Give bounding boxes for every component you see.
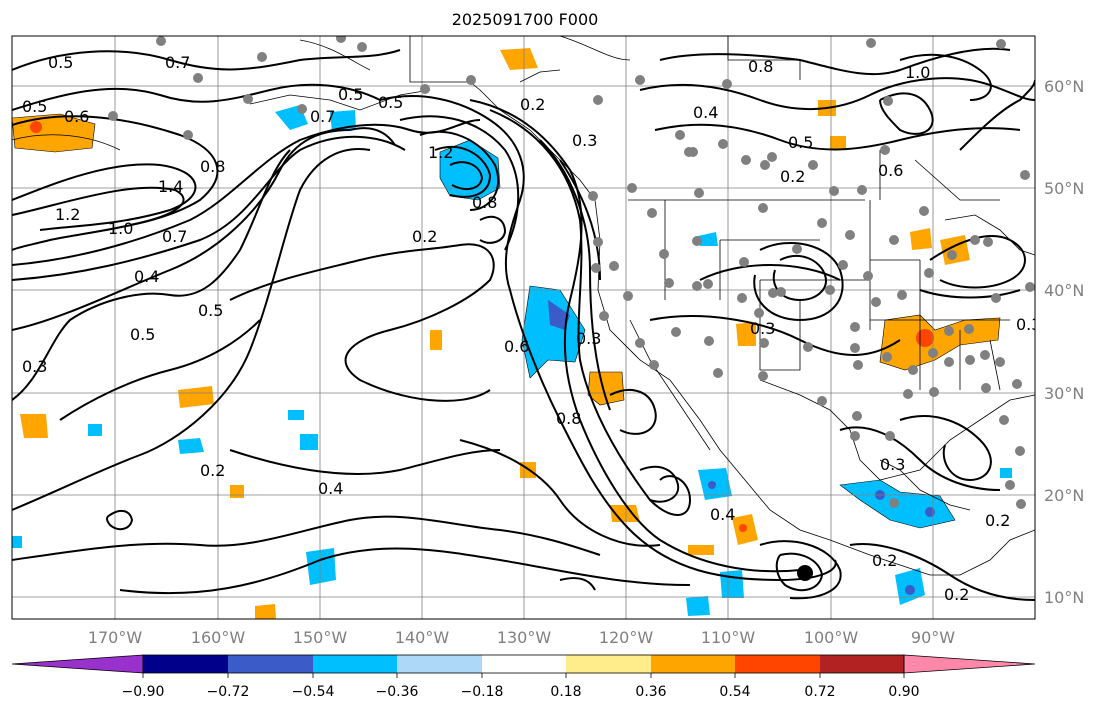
colorbar-bin	[735, 655, 820, 673]
lon-label: 100°W	[804, 628, 859, 647]
lon-label: 120°W	[599, 628, 654, 647]
contour-label: 0.8	[200, 157, 225, 176]
colorbar-bin	[482, 655, 566, 673]
colorbar-bin	[566, 655, 651, 673]
colorbar-min-arrow	[11, 654, 144, 674]
contour-label: 0.2	[780, 167, 805, 186]
contour-label: 0.3	[22, 357, 47, 376]
colorbar-bin	[651, 655, 735, 673]
lat-label: 60°N	[1044, 77, 1084, 96]
contour-label: 0.6	[504, 337, 529, 356]
map-area	[12, 36, 1035, 619]
colorbar-tick-label: 0.90	[888, 684, 919, 700]
lat-label: 40°N	[1044, 281, 1084, 300]
contour-label: 0.7	[310, 107, 335, 126]
colorbar-bin	[397, 655, 482, 673]
contour-label: 0.3	[1016, 315, 1041, 334]
lon-label: 160°W	[191, 628, 246, 647]
map-title: 2025091700 F000	[451, 10, 599, 29]
contour-label: 1.2	[428, 143, 453, 162]
thin-contours	[12, 36, 631, 151]
colorbar-bin	[228, 655, 313, 673]
contour-label: 0.7	[162, 227, 187, 246]
contour-label: 0.3	[880, 455, 905, 474]
colorbar-tick-label: −0.54	[292, 684, 335, 700]
map-frame	[11, 35, 1036, 620]
contour-label: 0.3	[572, 131, 597, 150]
colorbar-max-arrow	[903, 654, 1036, 674]
contour-label: 0.2	[985, 511, 1010, 530]
lon-label: 150°W	[293, 628, 348, 647]
contour-label-group: 0.5 0.7 0.5 0.6 0.8 1.4 1.2 1.0 0.7 0.4 …	[22, 53, 1041, 604]
contour-label: 1.2	[55, 205, 80, 224]
contour-label: 0.2	[200, 461, 225, 480]
lat-axis: 60°N 50°N 40°N 30°N 20°N 10°N	[1044, 77, 1084, 607]
contour-label: 0.4	[693, 103, 718, 122]
contour-label: 0.4	[134, 267, 159, 286]
colorbar-tick-label: −0.36	[376, 684, 419, 700]
contour-label: 0.7	[165, 53, 190, 72]
lat-label: 10°N	[1044, 588, 1084, 607]
contour-label: 0.2	[944, 585, 969, 604]
colorbar-tick-label: 0.36	[635, 684, 666, 700]
contour-label: 0.4	[710, 505, 735, 524]
contour-label: 0.5	[130, 325, 155, 344]
colorbar-tick-label: −0.72	[207, 684, 250, 700]
contour-label: 0.6	[878, 161, 903, 180]
contour-label: 1.4	[158, 177, 183, 196]
lon-label: 90°W	[911, 628, 955, 647]
colorbar-tick-label: 0.18	[550, 684, 581, 700]
lon-label: 130°W	[497, 628, 552, 647]
lon-axis: 170°W 160°W 150°W 140°W 130°W 120°W 110°…	[88, 628, 955, 647]
contour-label: 0.2	[872, 551, 897, 570]
station-dots	[108, 36, 1035, 509]
lat-label: 30°N	[1044, 384, 1084, 403]
contour-label: 0.4	[318, 479, 343, 498]
contour-label: 0.5	[378, 93, 403, 112]
colorbar-tick-label: −0.90	[122, 684, 165, 700]
contour-label: 0.8	[472, 193, 497, 212]
shaded-regions	[12, 48, 1012, 619]
lon-label: 140°W	[395, 628, 450, 647]
colorbar-bin	[820, 655, 904, 673]
colorbar-frame	[142, 654, 905, 674]
contour-label: 0.5	[198, 301, 223, 320]
lon-label: 110°W	[701, 628, 756, 647]
contour-label: 0.6	[64, 107, 89, 126]
colorbar-tick-label: −0.18	[461, 684, 504, 700]
contour-label: 0.8	[748, 57, 773, 76]
lat-label: 20°N	[1044, 486, 1084, 505]
colorbar: −0.90 −0.72 −0.54 −0.36 −0.18 0.18 0.36 …	[11, 654, 1036, 700]
contour-label: 0.5	[338, 85, 363, 104]
contour-label: 0.5	[22, 97, 47, 116]
contour-label: 0.3	[576, 329, 601, 348]
contour-label: 0.2	[412, 227, 437, 246]
colorbar-tick-label: 0.72	[804, 684, 835, 700]
lon-label: 170°W	[88, 628, 143, 647]
colorbar-bin	[313, 655, 397, 673]
contour-label: 0.5	[48, 53, 73, 72]
colorbar-bin	[143, 655, 228, 673]
colorbar-tick-label: 0.54	[719, 684, 750, 700]
contour-label: 0.8	[556, 409, 581, 428]
contour-label: 1.0	[905, 63, 930, 82]
lat-label: 50°N	[1044, 179, 1084, 198]
contour-label: 1.0	[108, 219, 133, 238]
contour-label: 0.5	[788, 133, 813, 152]
contour-label: 0.2	[520, 95, 545, 114]
contour-label: 0.3	[750, 319, 775, 338]
marker-dot	[797, 565, 813, 581]
